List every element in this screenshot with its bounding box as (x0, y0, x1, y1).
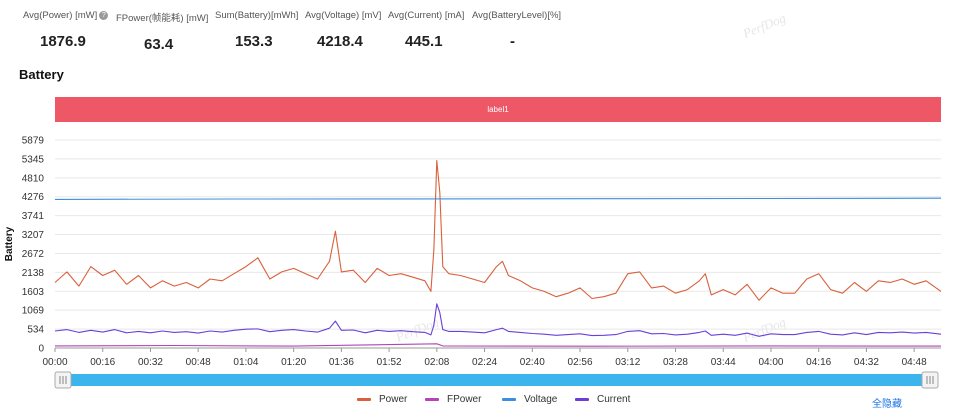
axes: 0 534 1069 1603 2138 2672 3207 3741 4276 4810 5345… (4, 136, 941, 368)
series-line-current (54, 303, 942, 337)
stat-label: Avg(Voltage) [mV] (305, 10, 382, 21)
series-line-power (54, 159, 942, 301)
legend-label: Power (379, 394, 408, 405)
x-tick-label: 01:36 (329, 357, 354, 368)
x-tick-label: 02:56 (568, 357, 593, 368)
legend-item-fpower[interactable]: FPower (425, 394, 481, 405)
x-tick-label: 03:44 (711, 357, 736, 368)
legend: Power FPower Voltage Current (0, 394, 960, 410)
y-tick-label: 1603 (22, 287, 45, 298)
x-tick-label: 01:04 (233, 357, 258, 368)
stat-value: 445.1 (405, 33, 443, 50)
hide-all-link[interactable]: 全隐藏 (872, 399, 902, 410)
stat-avg-power: Avg(Power) [mW]? 1876.9 (23, 10, 109, 50)
legend-label: FPower (447, 394, 482, 405)
x-tick-label: 04:32 (854, 357, 879, 368)
stat-label: Avg(Current) [mA] (388, 10, 465, 21)
x-tick-label: 02:40 (520, 357, 545, 368)
x-tick-label: 03:12 (615, 357, 640, 368)
y-tick-label: 1069 (22, 306, 45, 317)
battery-chart: 0 534 1069 1603 2138 2672 3207 3741 4276 4810 5345… (4, 136, 942, 389)
series-line-voltage (54, 197, 942, 200)
help-icon[interactable]: ? (99, 10, 109, 20)
legend-label: Voltage (524, 394, 558, 405)
grid (55, 139, 941, 349)
legend-label: Current (597, 394, 631, 405)
stat-avg-battery-level: Avg(BatteryLevel)[%] - (472, 10, 561, 50)
x-tick-label: 01:52 (377, 357, 402, 368)
y-tick-label: 5345 (22, 154, 45, 165)
y-tick-label: 2672 (22, 249, 45, 260)
stat-label: Avg(Power) [mW]? (23, 10, 109, 21)
legend-swatch (425, 397, 439, 401)
y-tick-label: 534 (27, 325, 44, 336)
slider-range-bar[interactable] (63, 374, 929, 386)
y-tick-label: 3207 (22, 230, 45, 241)
legend-swatch (502, 397, 516, 401)
x-tick-label: 03:28 (663, 357, 688, 368)
stat-value: 63.4 (144, 36, 174, 53)
x-tick-label: 02:08 (424, 357, 449, 368)
legend-swatch (357, 397, 371, 401)
stat-value: 153.3 (235, 33, 273, 50)
time-slider[interactable] (54, 371, 939, 389)
stat-value: - (510, 33, 515, 50)
stat-avg-voltage: Avg(Voltage) [mV] 4218.4 (305, 10, 381, 50)
stat-label: Avg(BatteryLevel)[%] (472, 10, 562, 21)
y-axis-label: Battery (4, 226, 15, 261)
x-tick-label: 04:16 (806, 357, 831, 368)
stat-label: FPower(帧能耗) [mW] (116, 13, 209, 24)
x-tick-label: 01:20 (281, 357, 306, 368)
stat-fpower: FPower(帧能耗) [mW] 63.4 (116, 10, 208, 53)
stat-sum-battery: Sum(Battery)[mWh] 153.3 (215, 10, 298, 50)
y-tick-label: 5879 (22, 136, 45, 147)
stat-value: 4218.4 (317, 33, 363, 50)
x-tick-label: 02:24 (472, 357, 497, 368)
stat-avg-current: Avg(Current) [mA] 445.1 (388, 10, 464, 50)
legend-item-power[interactable]: Power (357, 394, 407, 405)
x-tick-label: 00:16 (90, 357, 115, 368)
label-bar[interactable]: label1 (55, 97, 941, 122)
y-tick-label: 2138 (22, 268, 45, 279)
x-tick-label: 00:00 (42, 357, 67, 368)
x-tick-label: 04:48 (902, 357, 927, 368)
stat-label: Sum(Battery)[mWh] (215, 10, 299, 21)
section-title: Battery (19, 67, 64, 82)
legend-swatch (575, 397, 589, 401)
y-tick-label: 3741 (22, 211, 45, 222)
y-tick-label: 0 (38, 344, 44, 355)
x-tick-label: 04:00 (758, 357, 783, 368)
y-tick-label: 4276 (22, 192, 45, 203)
legend-item-current[interactable]: Current (575, 394, 630, 405)
x-tick-label: 00:48 (186, 357, 211, 368)
series-group (54, 159, 942, 347)
x-tick-label: 00:32 (138, 357, 163, 368)
y-tick-label: 4810 (22, 173, 45, 184)
stats-panel: Avg(Power) [mW]? 1876.9 FPower(帧能耗) [mW]… (0, 0, 960, 60)
stat-value: 1876.9 (40, 33, 86, 50)
legend-item-voltage[interactable]: Voltage (502, 394, 557, 405)
series-line-fpower (54, 343, 942, 347)
